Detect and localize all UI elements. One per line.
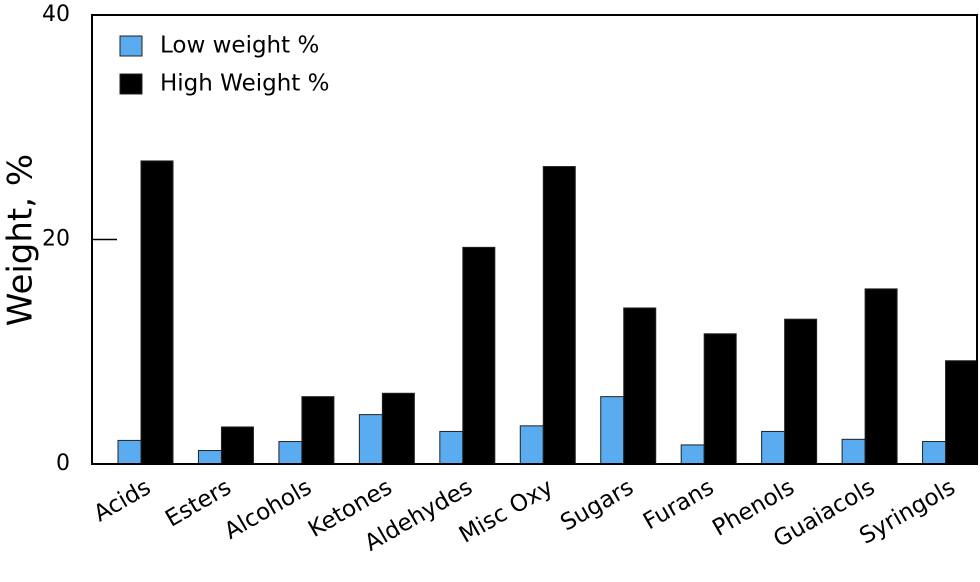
bar	[301, 396, 335, 465]
bar	[197, 450, 222, 465]
bar	[864, 288, 898, 465]
bar	[761, 430, 786, 465]
y-tick-label: 40	[42, 2, 70, 27]
bar	[462, 246, 496, 465]
bar	[439, 430, 464, 465]
bar	[784, 318, 818, 465]
bar	[140, 160, 174, 465]
x-tick-label: Alcohols	[220, 474, 316, 544]
bar	[117, 439, 142, 465]
bar	[841, 438, 866, 465]
bar	[358, 414, 383, 465]
bar	[381, 392, 415, 465]
bar	[278, 441, 303, 465]
legend-label: High Weight %	[160, 71, 329, 97]
bar	[519, 425, 544, 465]
bar	[542, 166, 576, 465]
plot-frame	[91, 14, 978, 465]
y-tick-label: 20	[42, 227, 70, 252]
legend-label: Low weight %	[160, 33, 319, 59]
x-tick-label: Sugars	[556, 474, 638, 536]
bar	[623, 307, 657, 465]
bar	[922, 441, 947, 465]
bar	[945, 360, 979, 465]
x-tick-label: Acids	[89, 474, 155, 527]
bar	[220, 426, 254, 465]
bar	[600, 396, 625, 465]
legend-swatch	[119, 35, 143, 57]
x-tick-label: Furans	[639, 474, 718, 535]
legend-swatch	[119, 73, 143, 95]
y-tick-label: 0	[56, 451, 70, 476]
y-axis-label: Weight, %	[1, 154, 41, 326]
bar	[703, 333, 737, 465]
bar	[680, 444, 705, 465]
